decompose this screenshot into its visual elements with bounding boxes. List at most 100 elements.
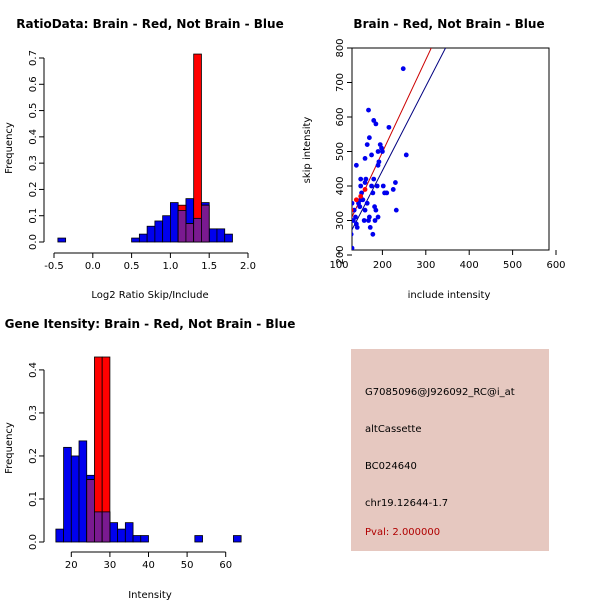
- blue-point: [400, 39, 405, 44]
- hist2-y-tick-label: 0.3: [28, 405, 39, 421]
- blue-point: [373, 207, 379, 213]
- intensity-histogram: 20 30 40 50 60 0.0 0.1 0.2 0.3 0.4: [28, 356, 242, 571]
- scatter-xlabel: include intensity: [408, 290, 491, 301]
- hist2-y-tick-label: 0.0: [28, 534, 39, 550]
- hist1-red-bar: [193, 53, 202, 243]
- scatter-title: Brain - Red, Not Brain - Blue: [353, 17, 544, 31]
- hist1-y-tick-label: 0.4: [28, 129, 39, 145]
- blue-point: [352, 232, 354, 237]
- blue-point: [366, 214, 372, 220]
- hist1-y-tick-label: 0.6: [28, 76, 39, 92]
- hist1-title: RatioData: Brain - Red, Not Brain - Blue: [16, 17, 283, 31]
- scatter-inner: [352, 39, 556, 250]
- scatter-x-tick-label: 600: [546, 260, 565, 271]
- blue-point: [353, 162, 359, 168]
- blue-point: [372, 218, 378, 223]
- blue-point: [364, 200, 370, 206]
- blue-point: [371, 176, 377, 182]
- blue-point: [366, 135, 372, 141]
- hist1-blue-bar: [138, 233, 148, 243]
- hist1-overlap-bar: [201, 204, 210, 243]
- blue-point: [366, 107, 371, 113]
- hist1-blue-bar: [146, 225, 156, 243]
- hist1-blue-bar: [154, 220, 164, 243]
- hist2-blue-bar: [233, 535, 242, 543]
- scatter-y-tick-label: 700: [335, 73, 346, 92]
- hist1-overlap-bar: [193, 217, 202, 243]
- blue-point: [370, 231, 376, 237]
- hist1-x-tick-label: 1.5: [201, 261, 217, 272]
- hist1-overlap-bar: [177, 210, 187, 243]
- blue-point: [375, 214, 381, 220]
- blue-point: [551, 175, 556, 180]
- red-point: [352, 207, 354, 213]
- hist1-x-tick-label: 0.5: [124, 261, 140, 272]
- blue-point: [352, 245, 355, 250]
- hist2-overlap-bar: [86, 479, 95, 543]
- blue-point: [361, 218, 367, 223]
- hist1-blue-bar: [224, 233, 233, 243]
- scatter-y-tick-label: 300: [335, 211, 346, 230]
- hist1-y-tick-label: 0.3: [28, 155, 39, 171]
- hist1-y-tick-label: 0.1: [28, 208, 39, 224]
- blue-point: [380, 149, 385, 154]
- blue-point: [393, 207, 399, 213]
- blue-point: [367, 225, 373, 230]
- hist1-blue-bar: [216, 228, 226, 243]
- scatter-x-tick-label: 300: [416, 260, 435, 271]
- hist2-x-tick-label: 40: [142, 560, 155, 571]
- hist1-x-tick-label: 2.0: [240, 261, 256, 272]
- hist2-title: Gene Itensity: Brain - Red, Not Brain - …: [5, 317, 296, 331]
- hist2-blue-bar: [55, 528, 64, 543]
- blue-point: [384, 190, 390, 196]
- hist2-blue-bar: [132, 535, 142, 543]
- hist2-blue-bar: [109, 522, 119, 543]
- blue-point: [357, 204, 363, 210]
- hist2-blue-bar: [63, 446, 72, 543]
- blue-point: [362, 207, 368, 213]
- hist2-y-tick-label: 0.1: [28, 491, 39, 507]
- blue-point: [375, 162, 381, 168]
- blue-point: [362, 156, 368, 161]
- scatter-plot-box: [351, 47, 550, 251]
- hist1-x-tick-label: 0.0: [85, 261, 101, 272]
- hist2-ylabel: Frequency: [4, 422, 15, 474]
- hist1-blue-bar: [131, 237, 140, 243]
- blue-point: [353, 214, 358, 220]
- chrom-location: chr19.12644-1.7: [365, 498, 449, 509]
- hist1-x-tick-label: -0.5: [44, 261, 64, 272]
- hist1-y-tick-label: 0.5: [28, 103, 39, 119]
- blue-point: [358, 197, 364, 203]
- hist2-x-tick-label: 60: [219, 560, 232, 571]
- blue-point: [364, 142, 370, 148]
- event-type: altCassette: [365, 424, 422, 435]
- red-point: [353, 197, 359, 203]
- blue-point: [358, 176, 364, 182]
- scatter-y-tick-label: 200: [335, 245, 346, 264]
- scatter-ylabel: skip intensity: [302, 117, 313, 184]
- hist2-blue-bar: [140, 535, 149, 543]
- hist1-blue-bar: [57, 237, 67, 243]
- blue-point: [386, 124, 392, 130]
- blue-point: [371, 118, 377, 123]
- blue-point: [403, 152, 409, 158]
- hist2-blue-bar: [70, 455, 80, 543]
- red-point: [362, 187, 368, 192]
- blue-point: [352, 200, 355, 206]
- blue-point: [358, 183, 364, 189]
- scatter-y-tick-label: 800: [335, 38, 346, 57]
- red-point: [358, 193, 364, 199]
- red-regression-line: [352, 48, 432, 219]
- blue-point: [393, 180, 398, 185]
- hist2-x-tick-label: 50: [181, 560, 194, 571]
- hist2-blue-bar: [194, 535, 203, 543]
- blue-point: [370, 190, 376, 196]
- hist1-xlabel: Log2 Ratio Skip/Include: [91, 290, 208, 301]
- hist2-y-tick-label: 0.2: [28, 448, 39, 464]
- hist1-blue-bar: [208, 228, 218, 243]
- hist1-overlap-bar: [185, 223, 195, 243]
- scatter-x-tick-label: 400: [460, 260, 479, 271]
- scatter-x-tick-label: 500: [503, 260, 522, 271]
